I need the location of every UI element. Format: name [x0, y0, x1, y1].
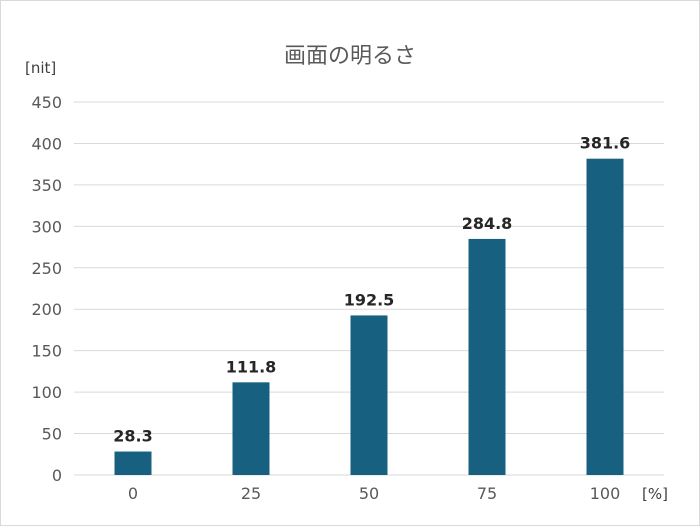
- x-tick-label: 50: [359, 484, 379, 503]
- y-tick-label: 450: [31, 93, 62, 112]
- chart-title: 画面の明るさ: [284, 44, 416, 69]
- x-tick-label: 0: [128, 484, 138, 503]
- bars: [114, 158, 624, 476]
- y-axis-unit-label: [nit]: [25, 59, 56, 77]
- bar-50: [350, 315, 388, 475]
- x-axis-unit-label: [%]: [642, 485, 668, 503]
- bar-0: [114, 451, 152, 475]
- y-tick-label: 0: [52, 466, 62, 485]
- data-label-25: 111.8: [226, 357, 277, 376]
- y-tick-label: 100: [31, 383, 62, 402]
- y-tick-label: 150: [31, 342, 62, 361]
- data-label-0: 28.3: [113, 427, 152, 446]
- x-tick-label: 75: [477, 484, 497, 503]
- gridlines: [74, 101, 664, 476]
- x-tick-label: 100: [590, 484, 621, 503]
- y-tick-label: 200: [31, 300, 62, 319]
- y-tick-label: 300: [31, 217, 62, 236]
- data-label-100: 381.6: [580, 134, 631, 153]
- y-tick-label: 350: [31, 176, 62, 195]
- x-tick-label: 25: [241, 484, 261, 503]
- y-axis-ticks: 0 50 100 150 200 250 300 350 400 450: [31, 93, 62, 485]
- bar-25: [232, 382, 270, 475]
- y-tick-label: 400: [31, 134, 62, 153]
- data-label-75: 284.8: [462, 214, 513, 233]
- y-tick-label: 50: [42, 425, 62, 444]
- y-tick-label: 250: [31, 259, 62, 278]
- bar-75: [468, 238, 506, 475]
- bar-100: [586, 158, 624, 476]
- data-labels: 28.3 111.8 192.5 284.8 381.6: [113, 134, 630, 446]
- x-axis-ticks: 0 25 50 75 100: [128, 484, 620, 503]
- data-label-50: 192.5: [344, 290, 395, 309]
